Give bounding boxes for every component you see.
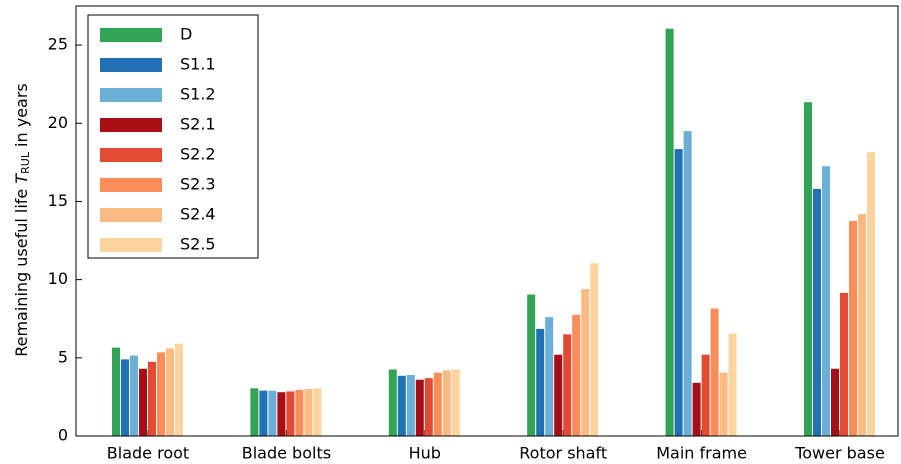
bar (728, 333, 737, 436)
bar (277, 392, 286, 436)
legend-label: S2.2 (180, 145, 216, 164)
legend-swatch (100, 88, 162, 102)
bar (433, 372, 442, 436)
x-tick-label: Blade root (107, 444, 189, 463)
bar (442, 370, 451, 436)
legend-label: S2.5 (180, 235, 216, 254)
bar (112, 347, 120, 436)
y-tick-label: 5 (58, 347, 68, 366)
bar (451, 369, 460, 436)
legend-label: S1.1 (180, 55, 216, 74)
bar (572, 314, 581, 436)
x-tick-label: Blade bolts (242, 444, 331, 463)
bar (554, 354, 563, 436)
bar (665, 28, 674, 436)
bar (674, 149, 683, 436)
bar (867, 152, 875, 436)
x-tick-label: Hub (409, 444, 441, 463)
y-tick-label: 25 (48, 35, 68, 54)
bar (424, 378, 433, 436)
bar (286, 391, 295, 436)
legend-label: S2.4 (180, 205, 216, 224)
bar (175, 343, 183, 436)
bar (406, 375, 415, 436)
bar (536, 328, 545, 436)
x-tick-label: Main frame (656, 444, 747, 463)
bar (581, 289, 590, 436)
bar (563, 334, 572, 436)
legend-label: D (180, 25, 192, 44)
bar (304, 389, 313, 436)
y-tick-label: 15 (48, 191, 68, 210)
legend-swatch (100, 28, 162, 42)
bar (397, 375, 406, 436)
bar (710, 308, 719, 436)
bar (259, 390, 268, 436)
bar (157, 352, 165, 436)
legend-swatch (100, 58, 162, 72)
bar (268, 390, 277, 436)
bar (388, 369, 397, 436)
legend-swatch (100, 118, 162, 132)
bar (313, 388, 322, 436)
bar (822, 166, 830, 437)
legend-label: S1.2 (180, 85, 216, 104)
x-tick-label: Tower base (794, 444, 885, 463)
bar (719, 372, 728, 436)
bar (590, 263, 599, 436)
bar (166, 348, 174, 436)
bar (692, 382, 701, 436)
y-axis-label: Remaining useful life TRUL in years (12, 83, 33, 357)
bar (683, 131, 692, 436)
bar (701, 354, 710, 436)
bar (831, 368, 839, 436)
bar (840, 292, 848, 436)
bar (130, 355, 138, 436)
bar (813, 188, 821, 436)
bar (849, 221, 857, 436)
legend-swatch (100, 238, 162, 252)
plot-frame (75, 5, 899, 437)
legend-label: S2.1 (180, 115, 216, 134)
y-tick-label: 10 (48, 269, 68, 288)
x-tick-label: Rotor shaft (519, 444, 607, 463)
bar (545, 317, 554, 436)
bar (148, 361, 156, 436)
bar (139, 368, 147, 436)
legend-swatch (100, 178, 162, 192)
legend-swatch (100, 208, 162, 222)
bar (527, 294, 536, 436)
bar (415, 379, 424, 436)
y-tick-label: 0 (58, 426, 68, 445)
bar (295, 389, 304, 436)
y-tick-label: 20 (48, 113, 68, 132)
bar (858, 213, 866, 436)
bar (121, 359, 129, 436)
bar (250, 388, 259, 436)
legend-label: S2.3 (180, 175, 216, 194)
bar (804, 102, 812, 436)
legend-swatch (100, 148, 162, 162)
